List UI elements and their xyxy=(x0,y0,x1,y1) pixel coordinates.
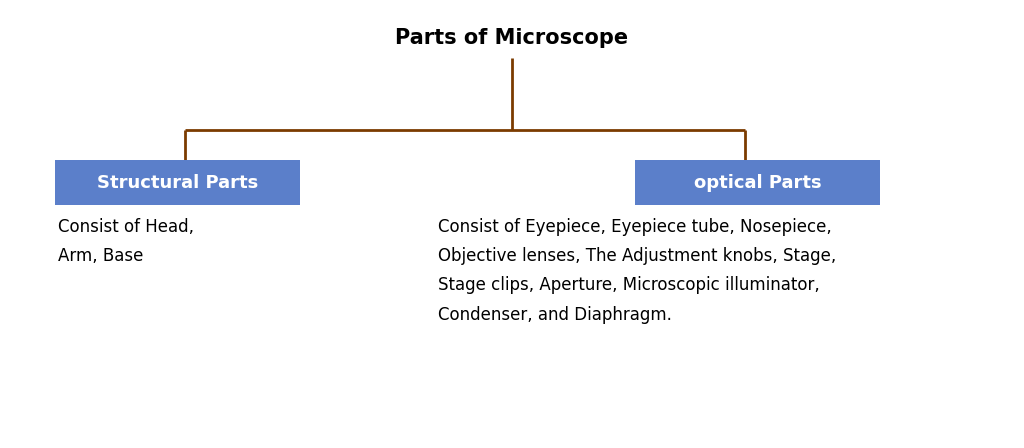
Text: Parts of Microscope: Parts of Microscope xyxy=(395,28,629,48)
FancyBboxPatch shape xyxy=(635,160,880,205)
Text: Structural Parts: Structural Parts xyxy=(97,173,258,191)
Text: Consist of Head,
Arm, Base: Consist of Head, Arm, Base xyxy=(58,218,194,265)
Text: Consist of Eyepiece, Eyepiece tube, Nosepiece,
Objective lenses, The Adjustment : Consist of Eyepiece, Eyepiece tube, Nose… xyxy=(438,218,837,323)
FancyBboxPatch shape xyxy=(55,160,300,205)
Text: optical Parts: optical Parts xyxy=(693,173,821,191)
